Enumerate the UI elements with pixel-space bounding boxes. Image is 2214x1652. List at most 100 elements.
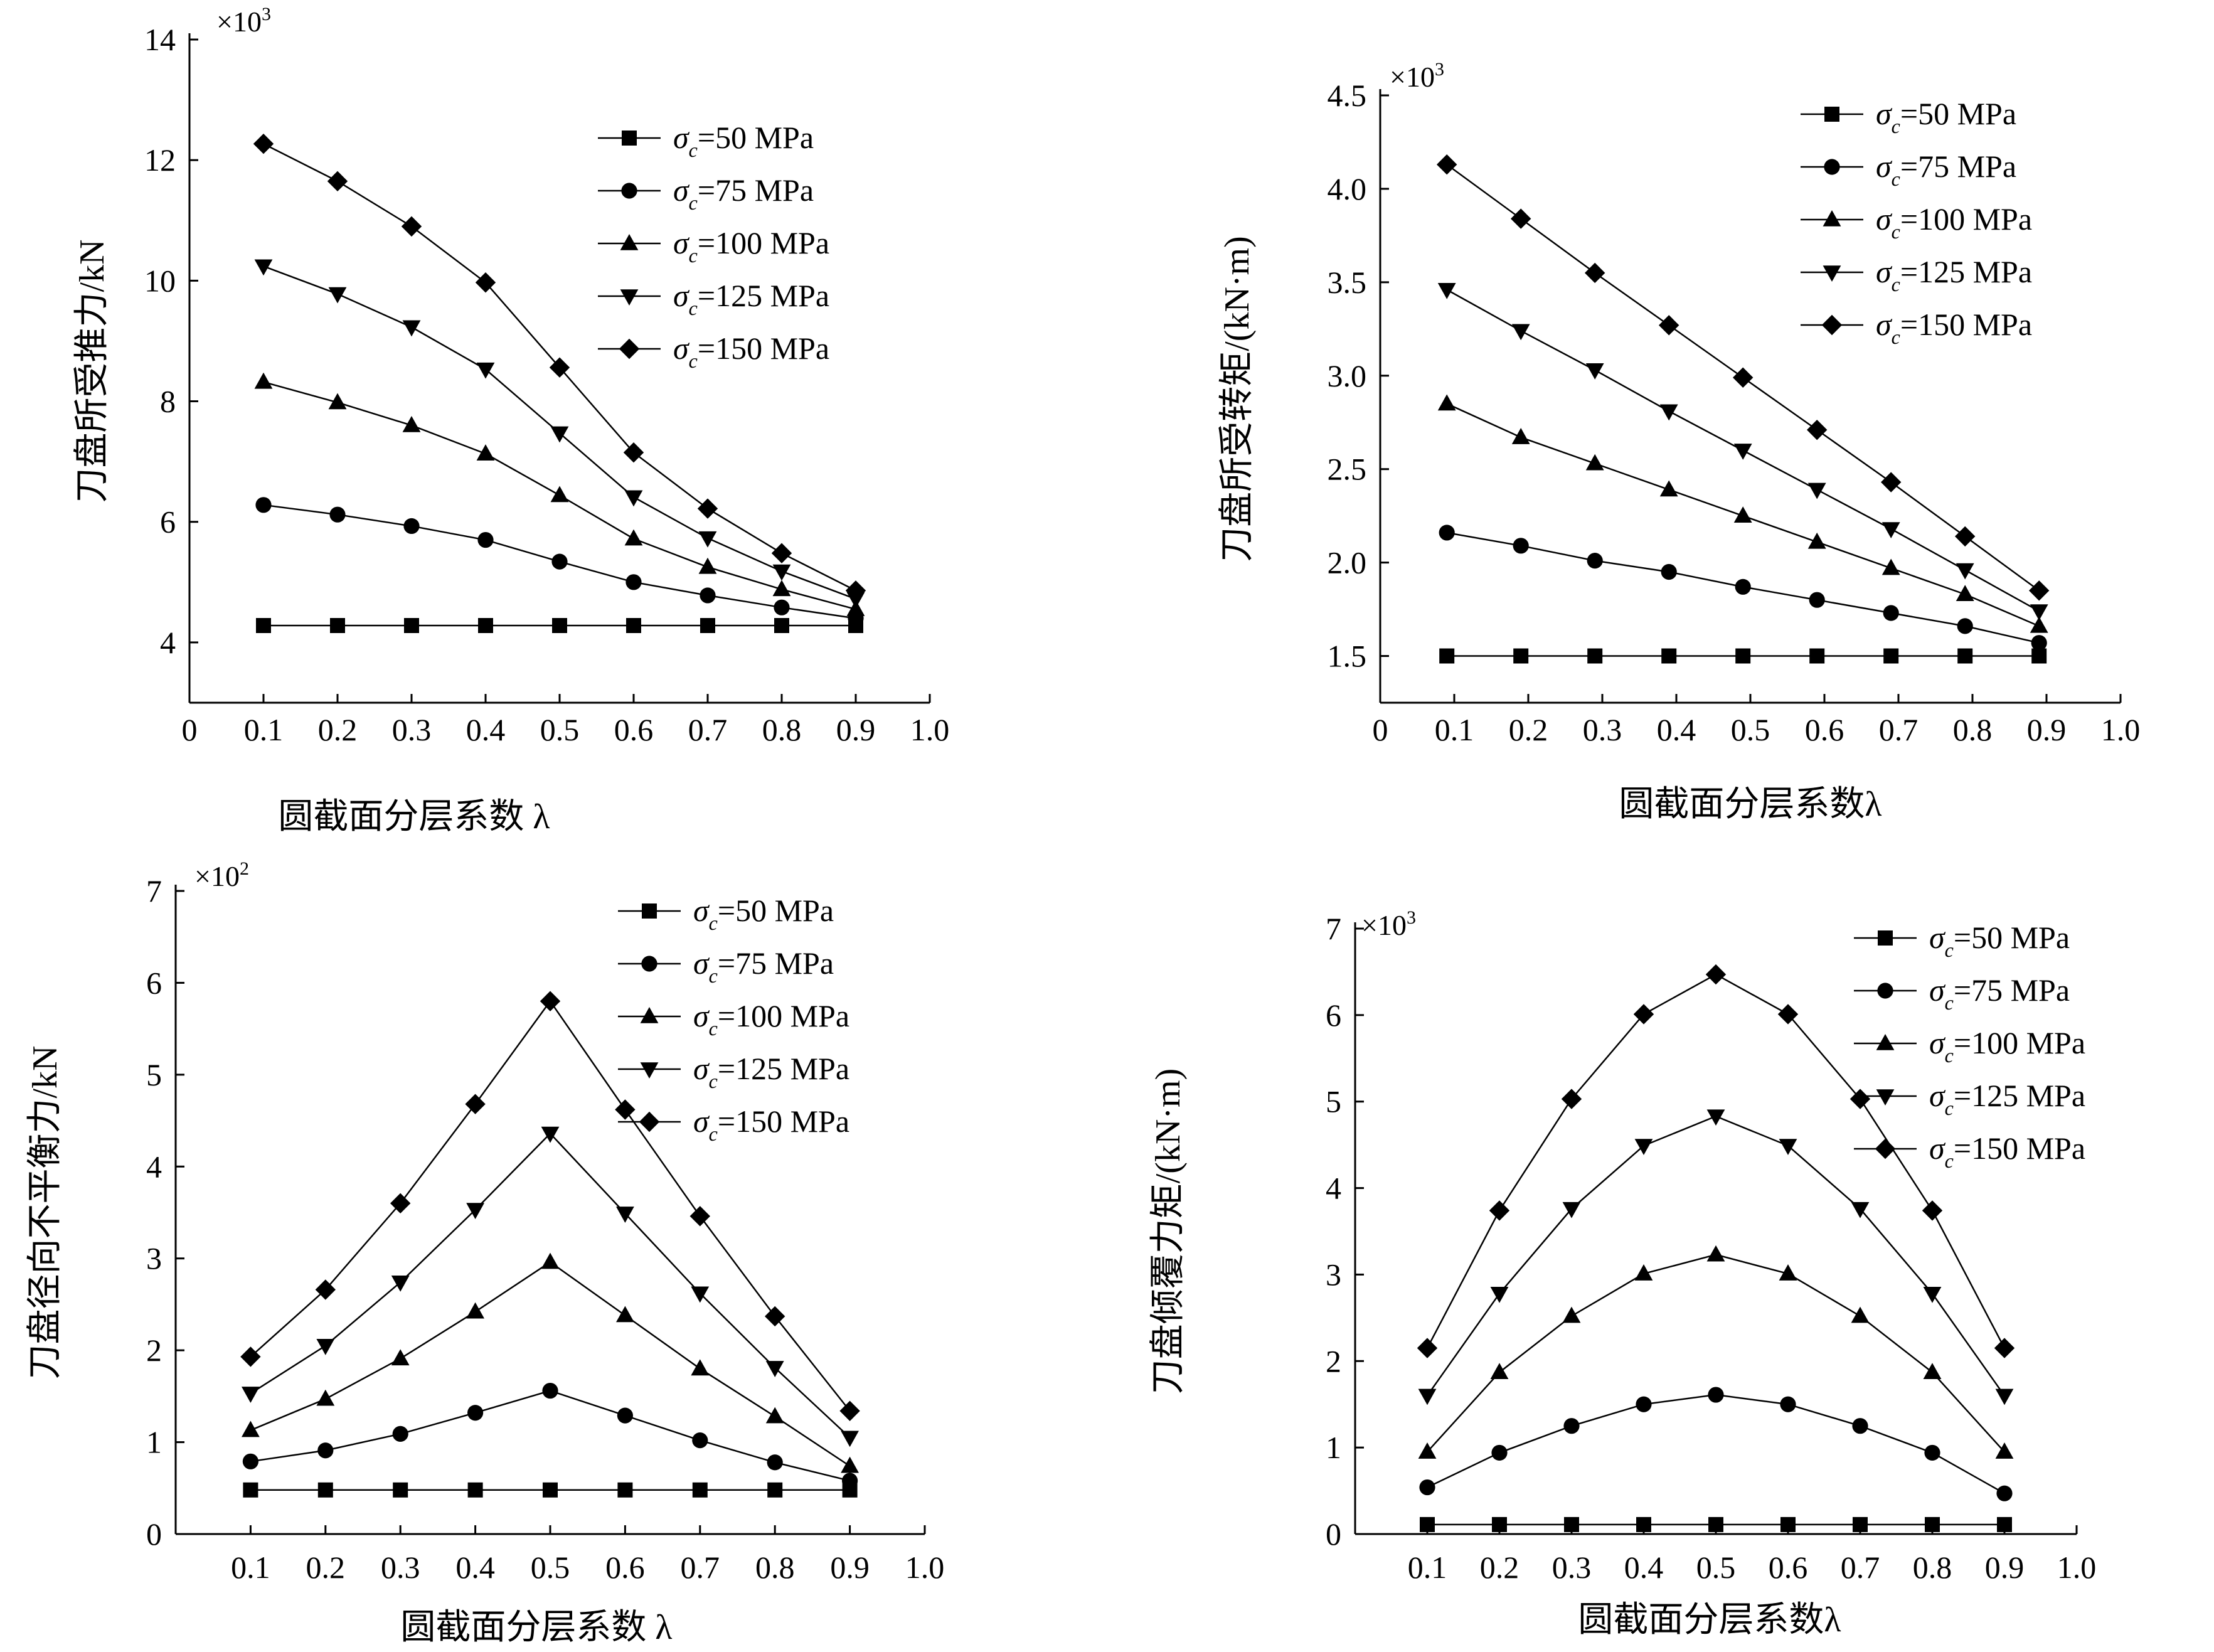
legend-item: σc=150 MPa (1801, 307, 2032, 348)
data-point (692, 1482, 708, 1498)
y-tick-label: 2.5 (1328, 452, 1367, 487)
series-line (250, 1390, 850, 1482)
data-point (689, 1206, 710, 1227)
data-point (839, 1400, 860, 1421)
x-tick-label: 0.5 (1731, 712, 1770, 747)
legend-marker (641, 956, 657, 972)
y-axis-title: 刀盘径向不平衡力/kN (26, 1046, 65, 1380)
legend-item: σc=125 MPa (1801, 254, 2032, 296)
data-point (697, 498, 718, 519)
series-triangle-down (242, 1126, 859, 1447)
legend-marker (1876, 1089, 1895, 1106)
data-point (1585, 262, 1605, 284)
data-point (1437, 154, 1457, 175)
x-tick-label: 1.0 (2101, 712, 2141, 747)
x-tick-label: 0.5 (1696, 1550, 1736, 1585)
data-point (1636, 1516, 1651, 1532)
legend-marker (620, 289, 639, 306)
data-point (772, 580, 791, 597)
x-axis-title: 圆截面分层系数 λ (278, 797, 550, 836)
legend-marker (1823, 265, 1841, 282)
y-tick-label: 4 (1326, 1171, 1341, 1206)
x-tick-label: 0.6 (1805, 712, 1844, 747)
data-point (404, 618, 419, 634)
legend-item: σc=150 MPa (618, 1104, 849, 1145)
data-point (771, 543, 792, 563)
series-triangle-up (1418, 1245, 2014, 1459)
x-tick-label: 0.3 (1552, 1550, 1592, 1585)
y-tick-label: 8 (160, 384, 176, 419)
data-point (1634, 1139, 1653, 1156)
legend-marker (1823, 210, 1841, 226)
data-point (475, 272, 496, 293)
data-point (1562, 1202, 1581, 1218)
legend-label: σc=75 MPa (1929, 973, 2070, 1014)
data-point (549, 357, 570, 378)
data-point (316, 1339, 335, 1355)
y-axis-title: 刀盘所受转矩/(kN·m) (1218, 236, 1257, 562)
legend-label: σc=100 MPa (1876, 201, 2032, 243)
data-point (541, 1126, 560, 1143)
data-point (1779, 1264, 1797, 1281)
data-point (478, 618, 493, 634)
data-point (1733, 367, 1754, 388)
legend-marker (1878, 930, 1893, 946)
data-point (1779, 1139, 1797, 1156)
x-tick-label: 0.7 (1841, 1550, 1880, 1585)
y-tick-label: 2.0 (1328, 545, 1367, 580)
data-point (1585, 454, 1604, 471)
data-point (1708, 1387, 1724, 1403)
series-diamond (1417, 964, 2015, 1358)
y-tick-label: 7 (146, 873, 162, 909)
x-tick-label: 0.7 (681, 1550, 720, 1585)
y-tick-label: 14 (144, 22, 176, 57)
legend-label: σc=150 MPa (1876, 307, 2032, 348)
data-point (1587, 648, 1603, 664)
data-point (1996, 1485, 2013, 1501)
data-point (845, 580, 866, 601)
data-point (2031, 648, 2047, 664)
data-point (1809, 648, 1825, 664)
legend-item: σc=100 MPa (598, 225, 829, 267)
x-tick-label: 0.9 (2027, 712, 2067, 747)
data-point (541, 1252, 560, 1269)
legend-label: σc=150 MPa (673, 331, 829, 372)
legend-label: σc=150 MPa (693, 1104, 849, 1145)
series-triangle-down (1437, 282, 2048, 621)
data-point (1733, 506, 1752, 523)
data-point (1853, 1516, 1868, 1532)
legend-item: σc=125 MPa (1854, 1078, 2085, 1119)
legend-marker (621, 183, 637, 199)
data-point (1956, 563, 1974, 580)
legend-item: σc=100 MPa (618, 998, 849, 1040)
legend-item: σc=150 MPa (598, 331, 829, 372)
data-point (1585, 363, 1604, 380)
x-tick-label: 0.7 (1879, 712, 1919, 747)
y-tick-label: 12 (144, 142, 176, 178)
axis-multiplier: ×103 (216, 4, 271, 38)
legend-label: σc=125 MPa (1929, 1078, 2085, 1119)
data-point (1881, 522, 1900, 539)
data-point (1807, 482, 1826, 499)
data-point (1634, 1264, 1653, 1281)
data-point (1706, 1109, 1725, 1126)
thrust-force-chart: 4 6 8 10 12 14 0 0.1 0.2 0.3 0.4 0.5 0.6 0.7 0.8 0.9 1.0… (73, 4, 949, 836)
data-point (1956, 585, 1974, 602)
y-tick-label: 4.0 (1328, 171, 1367, 206)
data-point (477, 531, 494, 548)
y-tick-label: 6 (160, 504, 176, 540)
data-point (842, 1473, 858, 1489)
legend-label: σc=125 MPa (693, 1051, 849, 1092)
data-point (1735, 578, 1751, 595)
data-point (1851, 1202, 1870, 1218)
data-point (774, 599, 790, 616)
x-tick-label: 0.7 (688, 712, 728, 747)
data-point (698, 557, 717, 574)
y-tick-label: 0 (1326, 1516, 1341, 1552)
series-square (256, 618, 863, 634)
data-point (765, 1306, 785, 1327)
y-tick-label: 6 (146, 965, 162, 1000)
data-point (1417, 1338, 1438, 1358)
data-point (1587, 553, 1603, 569)
x-tick-label: 1.0 (905, 1550, 945, 1585)
